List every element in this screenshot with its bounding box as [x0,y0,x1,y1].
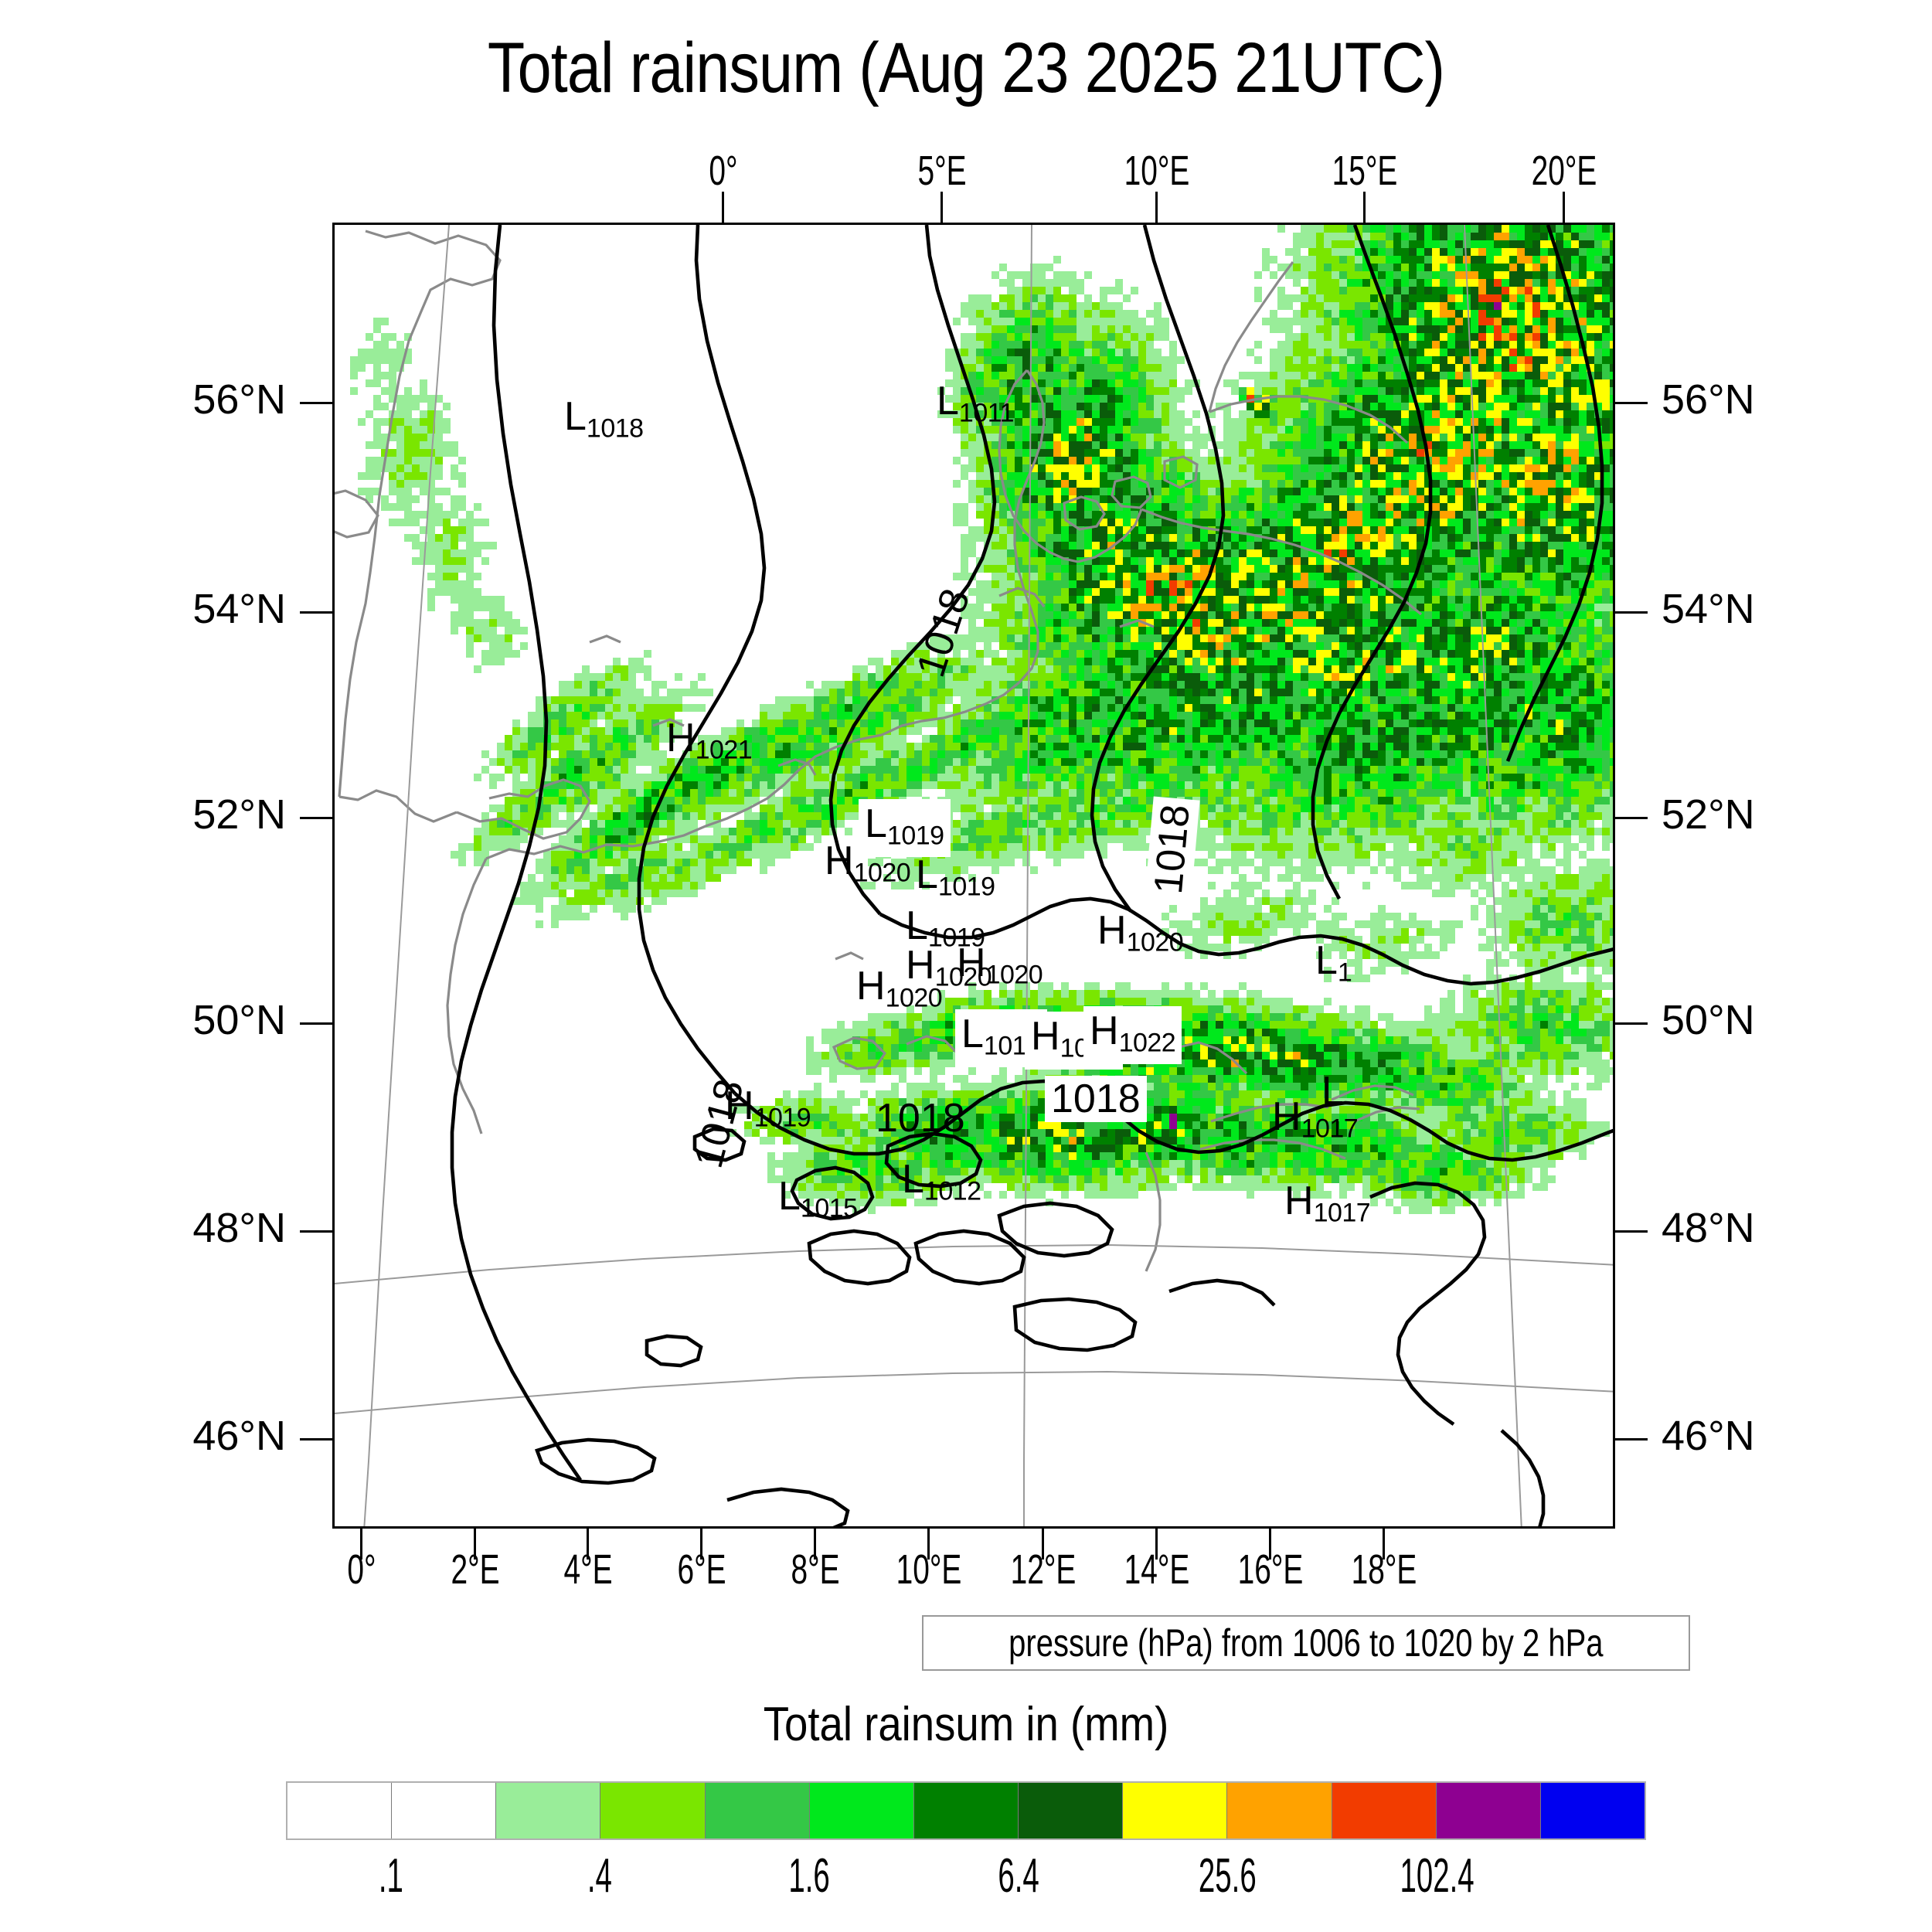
colorbar-tick-label: .4 [507,1849,692,1903]
lat-label-right: 54°N [1662,586,1755,633]
axis-tick [1615,1230,1648,1233]
page-title: Total rainsum (Aug 23 2025 21UTC) [487,29,1445,107]
colorbar-segment-9 [1227,1783,1332,1838]
lat-label-left: 46°N [192,1413,286,1459]
colorbar [286,1781,1646,1840]
colorbar-segment-0 [287,1783,393,1838]
lat-label-right: 46°N [1662,1413,1755,1459]
axis-tick [1615,401,1648,404]
lon-label-top: 0° [709,148,738,194]
lat-label-left: 52°N [192,791,286,838]
colorbar-tick-label: 6.4 [926,1849,1111,1903]
colorbar-tick-text: 1.6 [788,1849,830,1903]
colorbar-title-text: Total rainsum in (mm) [763,1698,1169,1751]
axis-tick [586,1529,589,1560]
colorbar-tick-text: .1 [378,1849,403,1903]
colorbar-segment-11 [1436,1783,1541,1838]
lon-label-top: 5°E [917,148,967,194]
colorbar-segment-10 [1332,1783,1437,1838]
axis-tick [1562,192,1565,223]
axis-tick [300,1022,332,1026]
lat-label-right: 48°N [1662,1205,1755,1252]
colorbar-tick-label: 102.4 [1344,1849,1529,1903]
axis-tick [1155,1529,1158,1560]
lat-label-left: 48°N [192,1205,286,1252]
axis-tick [814,1529,817,1560]
colorbar-tick-label: 25.6 [1134,1849,1320,1903]
lon-label-top: 20°E [1531,148,1597,194]
colorbar-segment-5 [809,1783,914,1838]
axis-tick [722,192,725,223]
pressure-legend-text: pressure (hPa) from 1006 to 1020 by 2 hP… [1009,1621,1604,1665]
lat-label-left: 54°N [192,586,286,633]
colorbar-segment-3 [600,1783,706,1838]
axis-tick [1615,1022,1648,1026]
axis-tick [474,1529,477,1560]
colorbar-tick-label: .1 [298,1849,483,1903]
colorbar-tick-text: 6.4 [997,1849,1039,1903]
axis-tick [927,1529,930,1560]
colorbar-segment-2 [496,1783,601,1838]
lat-label-left: 50°N [192,997,286,1044]
axis-tick [940,192,943,223]
lat-label-right: 50°N [1662,997,1755,1044]
axis-tick [700,1529,702,1560]
colorbar-tick-text: .4 [587,1849,613,1903]
lat-label-left: 56°N [192,376,286,423]
colorbar-segment-12 [1540,1783,1645,1838]
colorbar-segment-6 [913,1783,1019,1838]
colorbar-tick-text: 25.6 [1199,1849,1257,1903]
lon-label-top: 10°E [1124,148,1190,194]
colorbar-segment-8 [1123,1783,1228,1838]
axis-tick [300,401,332,404]
colorbar-segment-7 [1019,1783,1124,1838]
lon-label-top: 15°E [1332,148,1398,194]
axis-tick [1155,192,1158,223]
axis-tick [1615,1438,1648,1440]
axis-tick [300,817,332,820]
axis-tick [1363,192,1366,223]
axis-tick [300,1230,332,1233]
colorbar-segments [286,1781,1646,1840]
colorbar-title: Total rainsum in (mm) [0,1697,1932,1752]
colorbar-tick-text: 102.4 [1400,1849,1475,1903]
axis-tick [300,1438,332,1440]
colorbar-segment-1 [392,1783,497,1838]
lat-label-right: 56°N [1662,376,1755,423]
colorbar-segment-4 [705,1783,810,1838]
axis-tick [360,1529,362,1560]
lat-label-right: 52°N [1662,791,1755,838]
pressure-legend-box: pressure (hPa) from 1006 to 1020 by 2 hP… [922,1615,1690,1671]
axis-tick [1615,611,1648,614]
axis-tick [300,611,332,614]
axis-tick [1615,817,1648,820]
axis-tick [1041,1529,1044,1560]
map-plot-area [332,223,1615,1529]
axis-tick [1269,1529,1271,1560]
axis-tick [1383,1529,1386,1560]
colorbar-tick-label: 1.6 [716,1849,902,1903]
